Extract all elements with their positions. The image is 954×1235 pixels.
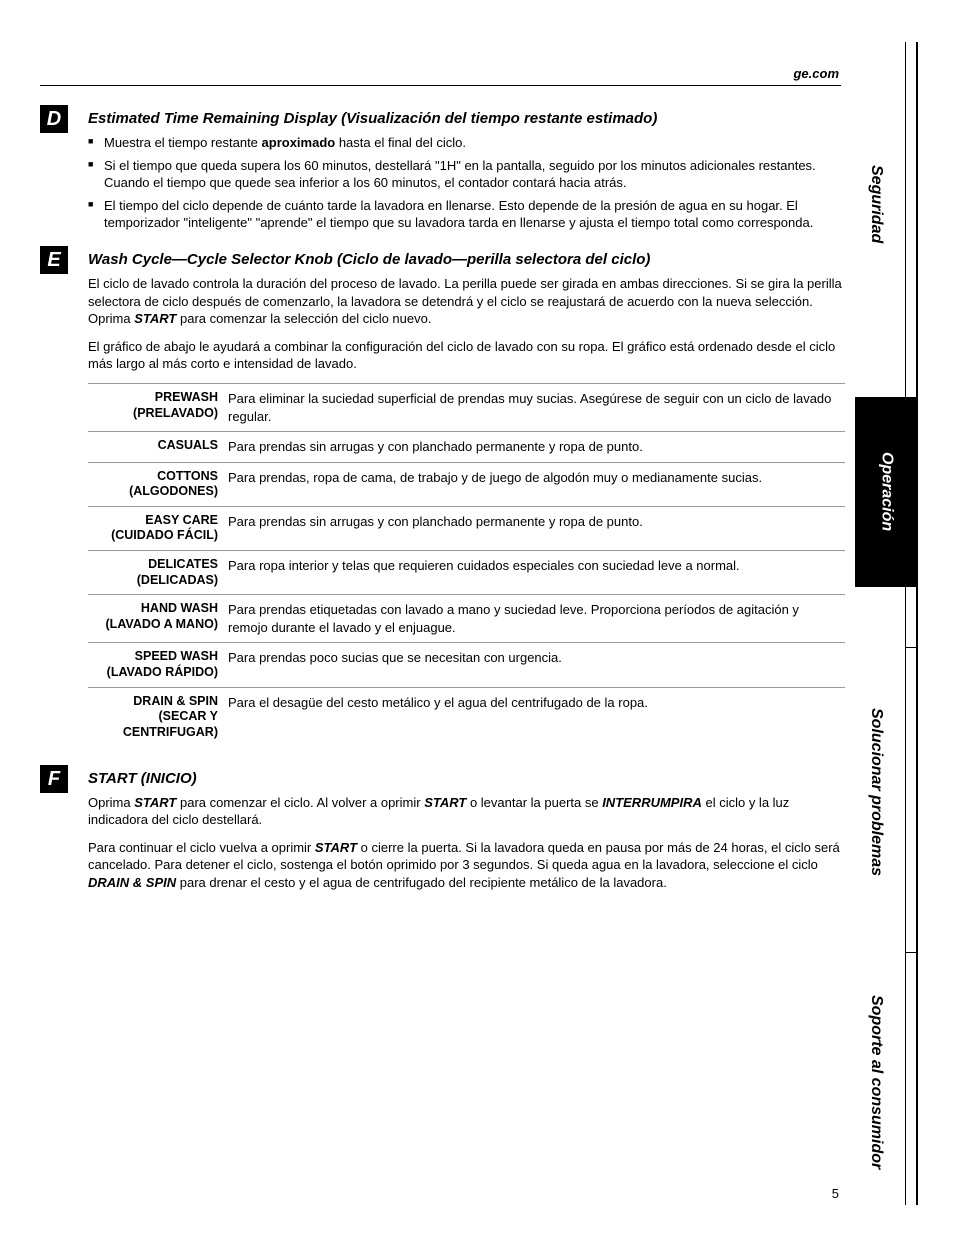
- section-letter-e: E: [40, 246, 68, 274]
- bullet: Muestra el tiempo restante aproximado ha…: [88, 134, 845, 152]
- tab-trouble[interactable]: Solucionar problemas: [855, 647, 905, 937]
- cycle-row: COTTONS(ALGODONES)Para prendas, ropa de …: [88, 462, 845, 506]
- section-e: E Wash Cycle—Cycle Selector Knob (Ciclo …: [40, 246, 845, 747]
- cycle-name: SPEED WASH(LAVADO RÁPIDO): [88, 643, 228, 687]
- tab-operation[interactable]: Operación: [855, 397, 918, 587]
- cycle-name: HAND WASH(LAVADO A MANO): [88, 595, 228, 643]
- header-rule: [40, 85, 841, 86]
- bullet: El tiempo del ciclo depende de cuánto ta…: [88, 197, 845, 232]
- cycle-name: CASUALS: [88, 432, 228, 463]
- page-content: D Estimated Time Remaining Display (Visu…: [40, 105, 845, 906]
- section-f-para1: Oprima START para comenzar el ciclo. Al …: [88, 794, 845, 829]
- cycle-name: DRAIN & SPIN(SECAR Y CENTRIFUGAR): [88, 687, 228, 746]
- cycle-row: EASY CARE(CUIDADO FÁCIL)Para prendas sin…: [88, 506, 845, 550]
- cycle-row: DELICATES(DELICADAS)Para ropa interior y…: [88, 551, 845, 595]
- cycle-row: PREWASH(PRELAVADO)Para eliminar la sucie…: [88, 383, 845, 431]
- cycle-desc: Para ropa interior y telas que requieren…: [228, 551, 845, 595]
- cycle-row: SPEED WASH(LAVADO RÁPIDO)Para prendas po…: [88, 643, 845, 687]
- section-letter-d: D: [40, 105, 68, 133]
- page-number: 5: [832, 1185, 839, 1203]
- tab-separator: [905, 952, 918, 953]
- cycle-desc: Para prendas etiquetadas con lavado a ma…: [228, 595, 845, 643]
- cycle-desc: Para prendas poco sucias que se necesita…: [228, 643, 845, 687]
- cycle-name: EASY CARE(CUIDADO FÁCIL): [88, 506, 228, 550]
- section-d-title: Estimated Time Remaining Display (Visual…: [88, 105, 845, 129]
- tab-separator: [905, 397, 918, 398]
- section-f: F START (INICIO) Oprima START para comen…: [40, 765, 845, 892]
- section-d-bullets: Muestra el tiempo restante aproximado ha…: [88, 134, 845, 232]
- section-d: D Estimated Time Remaining Display (Visu…: [40, 105, 845, 232]
- section-letter-f: F: [40, 765, 68, 793]
- cycle-desc: Para prendas, ropa de cama, de trabajo y…: [228, 462, 845, 506]
- bullet: Si el tiempo que queda supera los 60 min…: [88, 157, 845, 192]
- site-link: ge.com: [793, 65, 839, 83]
- cycle-desc: Para eliminar la suciedad superficial de…: [228, 383, 845, 431]
- section-e-title: Wash Cycle—Cycle Selector Knob (Ciclo de…: [88, 246, 845, 270]
- section-e-para2: El gráfico de abajo le ayudará a combina…: [88, 338, 845, 373]
- cycle-row: DRAIN & SPIN(SECAR Y CENTRIFUGAR)Para el…: [88, 687, 845, 746]
- cycle-row: CASUALSPara prendas sin arrugas y con pl…: [88, 432, 845, 463]
- cycle-name: DELICATES(DELICADAS): [88, 551, 228, 595]
- cycle-table: PREWASH(PRELAVADO)Para eliminar la sucie…: [88, 383, 845, 747]
- tab-border-inner: [905, 42, 906, 1205]
- side-tabs: SeguridadOperaciónSolucionar problemasSo…: [854, 42, 918, 1205]
- section-f-title: START (INICIO): [88, 765, 845, 789]
- cycle-name: PREWASH(PRELAVADO): [88, 383, 228, 431]
- cycle-desc: Para prendas sin arrugas y con planchado…: [228, 506, 845, 550]
- cycle-desc: Para el desagüe del cesto metálico y el …: [228, 687, 845, 746]
- tab-safety[interactable]: Seguridad: [855, 112, 905, 297]
- tab-border-outer: [916, 42, 918, 1205]
- cycle-desc: Para prendas sin arrugas y con planchado…: [228, 432, 845, 463]
- cycle-name: COTTONS(ALGODONES): [88, 462, 228, 506]
- cycle-row: HAND WASH(LAVADO A MANO)Para prendas eti…: [88, 595, 845, 643]
- section-e-para1: El ciclo de lavado controla la duración …: [88, 275, 845, 328]
- section-f-para2: Para continuar el ciclo vuelva a oprimir…: [88, 839, 845, 892]
- tab-separator: [905, 647, 918, 648]
- tab-support[interactable]: Soporte al consumidor: [855, 952, 905, 1212]
